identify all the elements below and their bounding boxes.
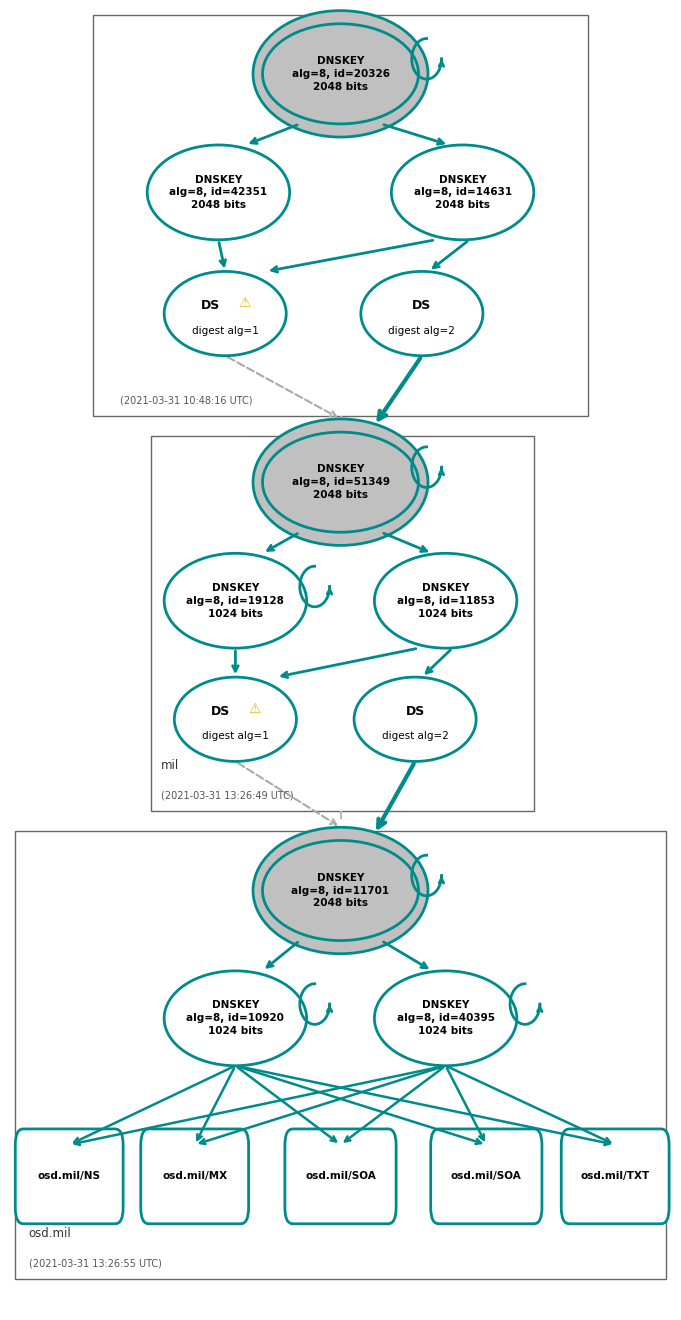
Ellipse shape [164,972,306,1065]
Text: ⚠: ⚠ [248,702,261,715]
FancyBboxPatch shape [561,1129,669,1224]
Text: osd.mil/SOA: osd.mil/SOA [305,1171,376,1181]
Text: digest alg=2: digest alg=2 [381,731,449,742]
Text: digest alg=1: digest alg=1 [192,326,259,335]
Text: digest alg=2: digest alg=2 [388,326,456,335]
Bar [151,436,534,812]
Ellipse shape [253,418,428,545]
Ellipse shape [375,553,517,648]
Text: DNSKEY
alg=8, id=40395
1024 bits: DNSKEY alg=8, id=40395 1024 bits [396,1001,494,1036]
Text: DNSKEY
alg=8, id=10920
1024 bits: DNSKEY alg=8, id=10920 1024 bits [187,1001,284,1036]
Text: DS: DS [405,705,425,718]
FancyBboxPatch shape [141,1129,249,1224]
Bar [93,15,588,416]
Ellipse shape [262,841,419,941]
Ellipse shape [164,553,306,648]
Text: digest alg=1: digest alg=1 [202,731,269,742]
Text: (2021-03-31 10:48:16 UTC): (2021-03-31 10:48:16 UTC) [120,396,253,405]
Ellipse shape [361,272,483,355]
Text: ⚠: ⚠ [238,296,251,310]
Text: DS: DS [201,300,220,312]
Text: mil: mil [161,759,179,772]
Text: DNSKEY
alg=8, id=51349
2048 bits: DNSKEY alg=8, id=51349 2048 bits [291,465,390,500]
Text: osd.mil/NS: osd.mil/NS [37,1171,101,1181]
FancyBboxPatch shape [285,1129,396,1224]
Ellipse shape [147,145,289,240]
FancyBboxPatch shape [430,1129,542,1224]
Text: (2021-03-31 13:26:49 UTC): (2021-03-31 13:26:49 UTC) [161,791,294,801]
Ellipse shape [253,11,428,137]
Ellipse shape [253,828,428,954]
Ellipse shape [392,145,534,240]
Ellipse shape [174,677,296,762]
Ellipse shape [262,24,419,124]
Text: DNSKEY
alg=8, id=42351
2048 bits: DNSKEY alg=8, id=42351 2048 bits [170,174,268,210]
Ellipse shape [164,272,286,355]
Ellipse shape [354,677,476,762]
Text: DNSKEY
alg=8, id=11853
1024 bits: DNSKEY alg=8, id=11853 1024 bits [396,583,494,619]
Text: DS: DS [412,300,432,312]
Ellipse shape [375,972,517,1065]
Text: DNSKEY
alg=8, id=20326
2048 bits: DNSKEY alg=8, id=20326 2048 bits [291,55,390,91]
Text: osd.mil/SOA: osd.mil/SOA [451,1171,522,1181]
Text: osd.mil/TXT: osd.mil/TXT [581,1171,650,1181]
Text: osd.mil: osd.mil [29,1226,72,1239]
Text: DNSKEY
alg=8, id=11701
2048 bits: DNSKEY alg=8, id=11701 2048 bits [291,873,390,908]
FancyBboxPatch shape [15,1129,123,1224]
Bar [15,832,666,1279]
Text: osd.mil/MX: osd.mil/MX [162,1171,227,1181]
Text: DS: DS [211,705,230,718]
Ellipse shape [262,432,419,532]
Text: DNSKEY
alg=8, id=14631
2048 bits: DNSKEY alg=8, id=14631 2048 bits [413,174,511,210]
Text: (2021-03-31 13:26:55 UTC): (2021-03-31 13:26:55 UTC) [29,1258,161,1269]
Text: DNSKEY
alg=8, id=19128
1024 bits: DNSKEY alg=8, id=19128 1024 bits [187,583,284,619]
